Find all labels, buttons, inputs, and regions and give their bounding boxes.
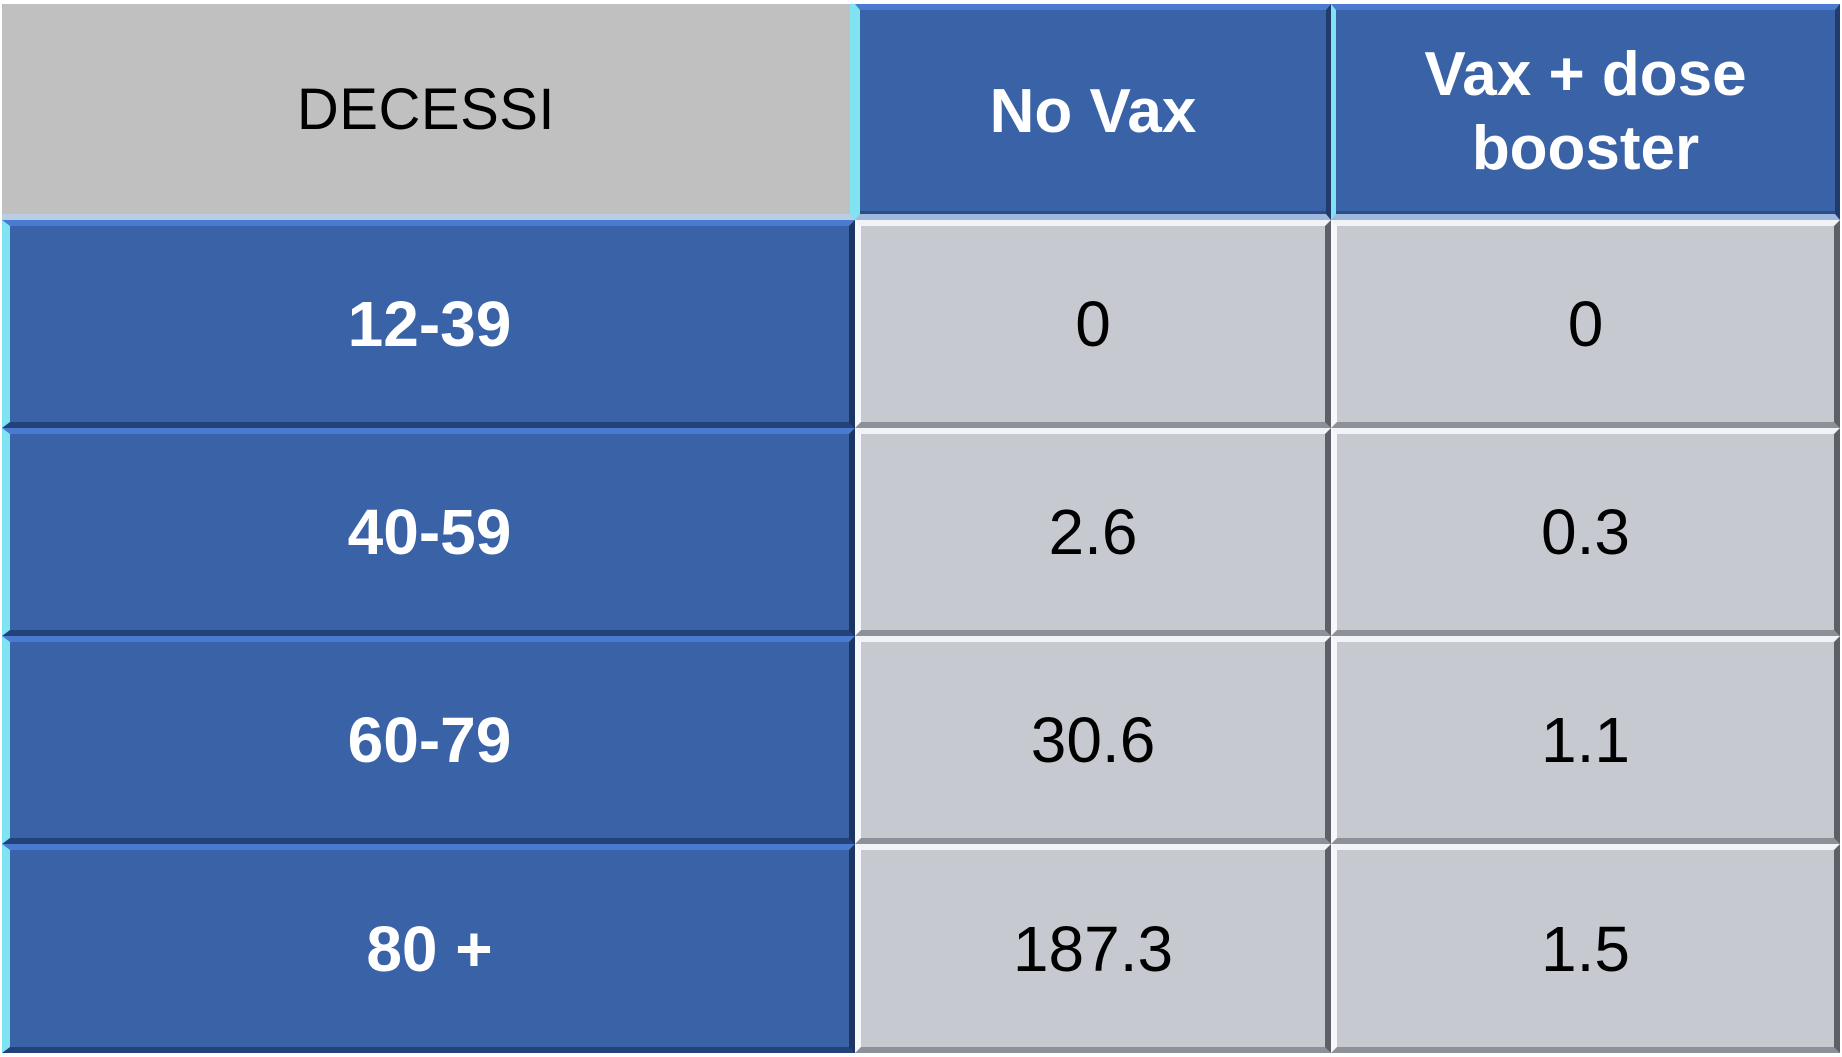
row-header-60-79: 60-79 — [2, 636, 855, 844]
column-header-label: No Vax — [989, 76, 1197, 146]
table-cell-no-vax: 0 — [855, 220, 1331, 428]
cell-value: 187.3 — [1012, 912, 1174, 985]
column-header-vax-booster: Vax + dose booster — [1331, 4, 1840, 220]
row-header-40-59: 40-59 — [2, 428, 855, 636]
corner-label: DECESSI — [296, 76, 556, 142]
cell-value: 0 — [1075, 288, 1111, 360]
cell-value: 1.5 — [1541, 912, 1630, 985]
cell-value: 0 — [1567, 288, 1604, 360]
row-header-label: 40-59 — [347, 496, 512, 568]
cell-value: 0.3 — [1541, 496, 1630, 568]
deaths-table: DECESSI No Vax Vax + dose booster 12-39 … — [2, 4, 1840, 1053]
table-cell-no-vax: 30.6 — [855, 636, 1331, 844]
row-header-80-plus: 80 + — [2, 844, 855, 1053]
row-header-label: 80 + — [366, 912, 493, 985]
cell-value: 1.1 — [1541, 704, 1630, 776]
table-cell-vax-booster: 0.3 — [1331, 428, 1840, 636]
table-cell-vax-booster: 1.5 — [1331, 844, 1840, 1053]
cell-value: 2.6 — [1048, 496, 1138, 568]
cell-value: 30.6 — [1030, 704, 1156, 776]
row-header-label: 60-79 — [347, 704, 512, 776]
table-cell-no-vax: 187.3 — [855, 844, 1331, 1053]
table-cell-no-vax: 2.6 — [855, 428, 1331, 636]
table-cell-vax-booster: 1.1 — [1331, 636, 1840, 844]
table-corner-header: DECESSI — [2, 4, 855, 220]
table-cell-vax-booster: 0 — [1331, 220, 1840, 428]
column-header-no-vax: No Vax — [855, 4, 1331, 220]
column-header-label: Vax + dose booster — [1424, 39, 1747, 183]
row-header-label: 12-39 — [347, 288, 512, 360]
row-header-12-39: 12-39 — [2, 220, 855, 428]
